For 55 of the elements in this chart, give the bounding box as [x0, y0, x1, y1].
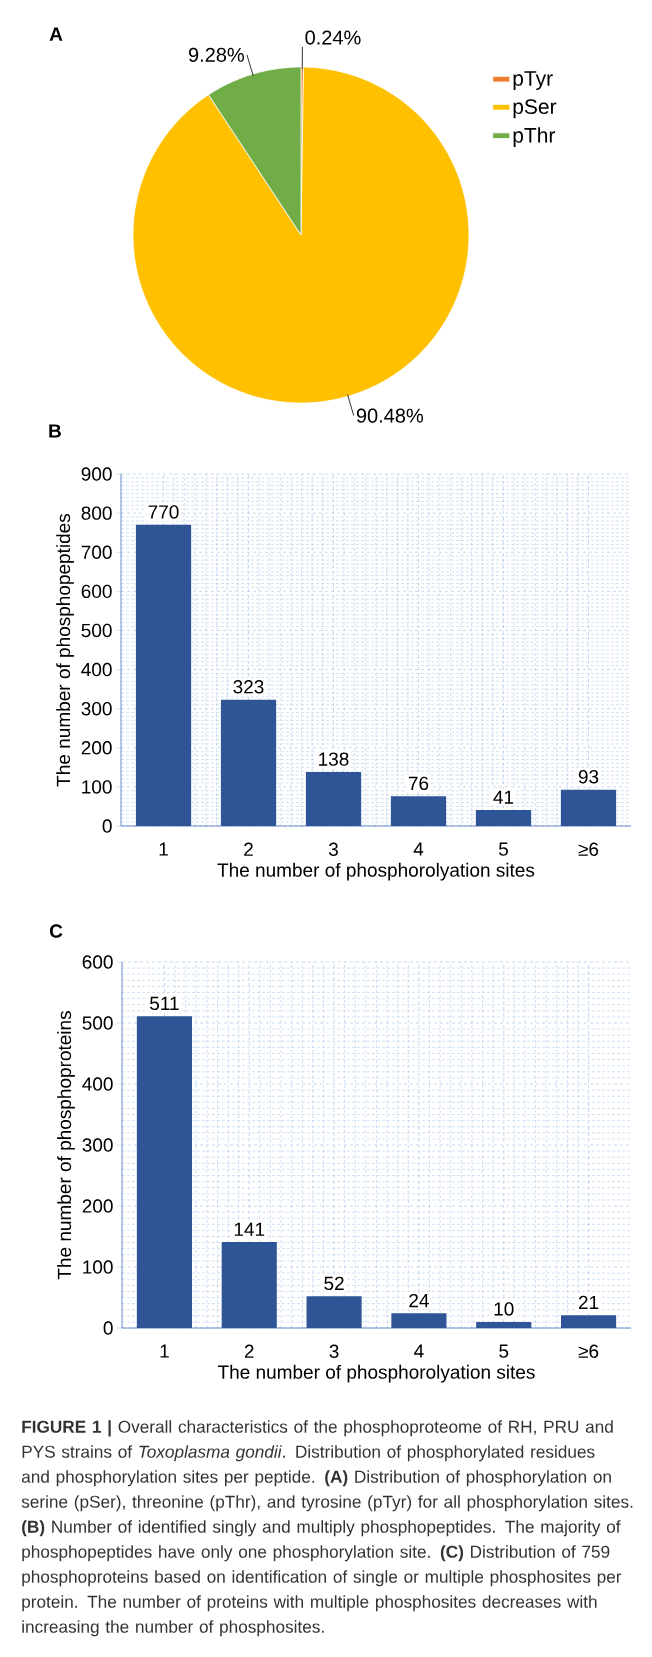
y-tick-label: 200: [82, 1199, 113, 1213]
chart-title: A: [49, 27, 63, 41]
y-tick-label: 600: [82, 955, 113, 969]
chart-title: B: [49, 424, 61, 438]
y-tick-label: 500: [82, 1016, 113, 1030]
data-label: 24: [409, 1293, 429, 1308]
x-tick-label: 3: [328, 842, 338, 856]
x-tick-label: 2: [244, 842, 253, 856]
data-label: 770: [148, 505, 179, 519]
data-label: 76: [408, 776, 429, 791]
legend-label: pSer: [513, 99, 557, 119]
x-tick-label: 2: [244, 1344, 254, 1358]
data-label: 138: [319, 752, 349, 766]
y-tick-label: 100: [82, 780, 112, 794]
data-label: 41: [493, 790, 514, 804]
y-tick-label: 900: [81, 467, 112, 481]
data-label: 90.48%: [356, 408, 424, 423]
x-axis-title: The number of phosphorolyation sites: [217, 1364, 535, 1383]
x-tick-label: 1: [159, 842, 168, 856]
y-tick-label: 300: [82, 1138, 113, 1152]
y-axis-title: The number of phosphoproteins: [57, 1011, 75, 1280]
data-label: 10: [494, 1302, 514, 1316]
chart-title: C: [49, 924, 63, 938]
legend-label: pThr: [513, 127, 556, 147]
data-label: 511: [150, 996, 179, 1011]
x-tick-label: 3: [329, 1344, 339, 1358]
data-label: 323: [233, 680, 264, 694]
x-tick-label: 5: [499, 1344, 509, 1358]
y-tick-label: 400: [82, 1077, 113, 1091]
x-tick-label: ≥6: [578, 842, 599, 856]
y-tick-label: 600: [81, 584, 112, 599]
text: FIGURE 1 | Overall characteristics of the phosphoproteome of RH, PRU and PYS strains of Toxoplasma gondii. Distribution of phosphorylated residues and phosphorylation sites per peptide. (A) Distribution of phosphorylation on serine (pSer), threonine (pThr), and tyrosine (pTyr) for all phosphorylation sites. (B) Number of identified singly and multiply phosphopeptides. The majority of phosphopeptides have only one phosphorylation site. (C) Distribution of 759 phosphoproteins based on identification of single or multiple phosphosites per protein. The number of proteins with multiple phosphosites decreases with increasing the number of phosphosites.: [21, 1420, 633, 1637]
data-label: 52: [324, 1276, 344, 1291]
data-label: 9.28%: [188, 47, 244, 62]
x-tick-label: 4: [413, 842, 424, 856]
y-tick-label: 500: [81, 623, 112, 638]
y-tick-label: 0: [103, 1321, 113, 1335]
y-tick-label: 100: [83, 1260, 113, 1274]
data-label: 141: [234, 1222, 265, 1236]
data-label: 21: [578, 1295, 599, 1309]
data-label: 0.24%: [305, 30, 361, 45]
y-tick-label: 200: [81, 741, 112, 755]
legend-label: pTyr: [513, 71, 553, 91]
y-tick-label: 800: [81, 506, 112, 520]
y-tick-label: 700: [81, 545, 112, 559]
x-tick-label: 1: [160, 1344, 169, 1358]
data-label: 93: [578, 769, 599, 784]
x-tick-label: 4: [414, 1344, 424, 1358]
y-tick-label: 0: [102, 819, 112, 833]
y-tick-label: 400: [81, 662, 112, 677]
x-tick-label: 5: [498, 842, 508, 856]
x-axis-title: The number of phosphorolyation sites: [217, 862, 535, 881]
x-tick-label: ≥6: [578, 1344, 599, 1358]
y-tick-label: 300: [81, 701, 112, 716]
y-axis-title: The number of phosphopeptides: [56, 513, 74, 787]
